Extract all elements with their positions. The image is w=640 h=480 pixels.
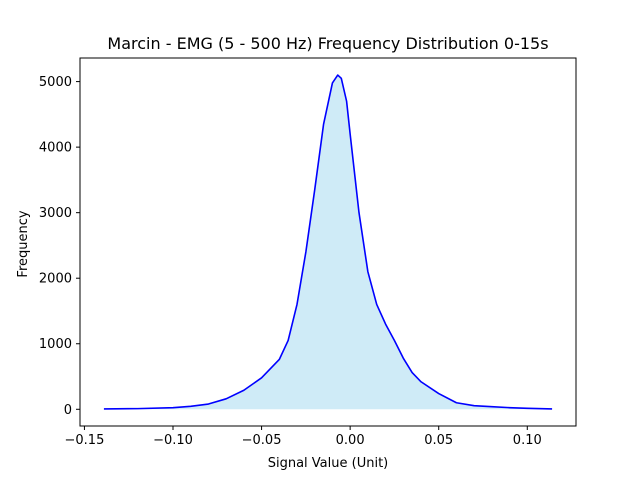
x-tick-label: 0.10 xyxy=(513,433,542,448)
x-tick-label: 0.00 xyxy=(336,433,365,448)
plot-area: −0.15 −0.10 −0.05 0.00 0.05 0.10 0 1000 2000 3000… xyxy=(39,57,577,448)
x-tick-label: 0.05 xyxy=(424,433,453,448)
x-tick-label: −0.10 xyxy=(153,433,193,448)
y-tick-label: 0 xyxy=(64,403,72,418)
chart-title: Marcin - EMG (5 - 500 Hz) Frequency Dist… xyxy=(107,34,548,53)
x-tick-label: −0.15 xyxy=(65,433,105,448)
distribution-area-fill xyxy=(103,75,553,410)
x-axis-label: Signal Value (Unit) xyxy=(268,456,389,471)
distribution-line xyxy=(103,74,553,410)
y-tick-label: 5000 xyxy=(39,75,72,90)
y-axis-label: Frequency xyxy=(16,210,31,277)
plot-frame xyxy=(79,57,577,427)
y-tick-label: 3000 xyxy=(39,206,72,221)
y-tick-label: 2000 xyxy=(39,272,72,287)
y-tick-label: 4000 xyxy=(39,141,72,156)
y-tick-label: 1000 xyxy=(39,337,72,352)
x-tick-label: −0.05 xyxy=(242,433,282,448)
